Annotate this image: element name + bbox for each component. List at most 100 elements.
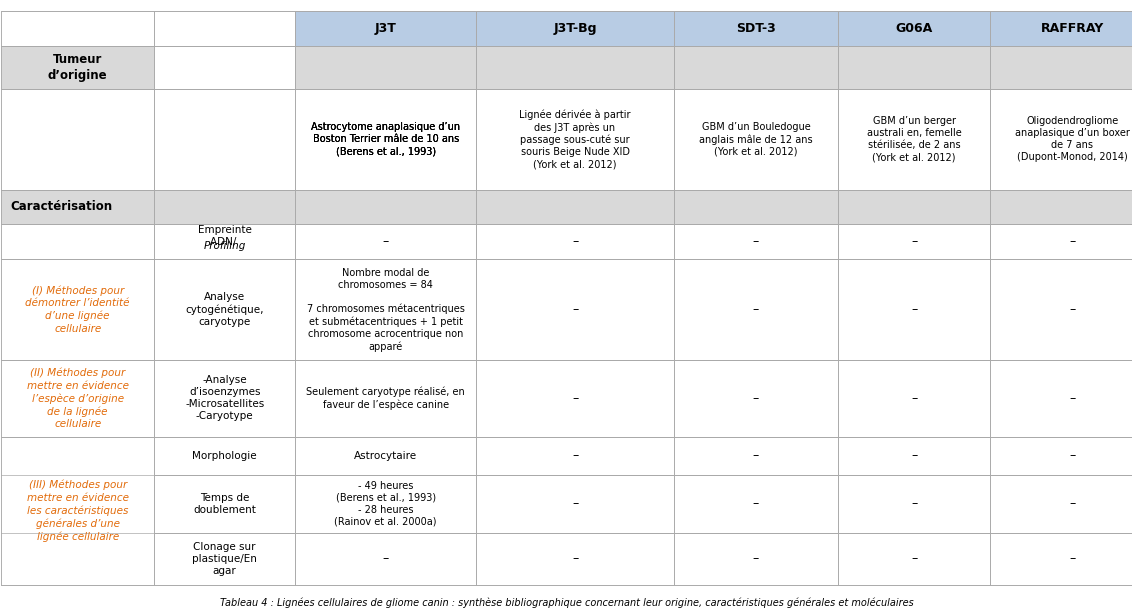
Bar bbox=[1, 360, 154, 437]
Text: –: – bbox=[753, 303, 758, 316]
Bar bbox=[154, 533, 295, 585]
Bar bbox=[476, 10, 674, 46]
Bar bbox=[674, 89, 837, 190]
Bar bbox=[674, 475, 837, 533]
Bar bbox=[295, 437, 476, 475]
Text: –: – bbox=[382, 552, 389, 565]
Bar bbox=[295, 89, 476, 190]
Bar bbox=[295, 224, 476, 259]
Text: –: – bbox=[911, 392, 917, 405]
Bar bbox=[476, 360, 674, 437]
Bar bbox=[674, 437, 837, 475]
Bar bbox=[295, 10, 476, 46]
Bar bbox=[295, 259, 476, 360]
Bar bbox=[476, 475, 674, 533]
Bar bbox=[674, 533, 837, 585]
Bar bbox=[674, 10, 837, 46]
Text: Astrocytaire: Astrocytaire bbox=[355, 451, 418, 461]
Bar bbox=[295, 224, 476, 259]
Bar bbox=[1, 259, 154, 360]
Bar bbox=[1, 190, 154, 224]
Bar bbox=[837, 190, 991, 224]
Bar bbox=[476, 10, 674, 46]
Bar bbox=[154, 89, 295, 190]
Bar bbox=[295, 46, 476, 89]
Bar bbox=[837, 533, 991, 585]
Bar bbox=[837, 437, 991, 475]
Bar bbox=[674, 190, 837, 224]
Bar bbox=[991, 259, 1144, 360]
Bar bbox=[1, 10, 154, 46]
Bar bbox=[837, 224, 991, 259]
Bar bbox=[991, 437, 1144, 475]
Text: –: – bbox=[572, 303, 578, 316]
Bar bbox=[674, 224, 837, 259]
Bar bbox=[1, 360, 154, 437]
Text: Seulement caryotype réalisé, en
faveur de l’espèce canine: Seulement caryotype réalisé, en faveur d… bbox=[307, 387, 466, 410]
Bar bbox=[991, 224, 1144, 259]
Text: –: – bbox=[1070, 552, 1075, 565]
Bar bbox=[1, 360, 154, 437]
Text: Tableau 4 : Lignées cellulaires de gliome canin : synthèse bibliographique conce: Tableau 4 : Lignées cellulaires de gliom… bbox=[220, 597, 913, 608]
Bar bbox=[1, 190, 154, 224]
Text: Nombre modal de
chromosomes = 84

7 chromosomes métacentriques
et submétacentriq: Nombre modal de chromosomes = 84 7 chrom… bbox=[307, 268, 464, 352]
Bar bbox=[991, 89, 1144, 190]
Bar bbox=[295, 475, 476, 533]
Text: –: – bbox=[572, 552, 578, 565]
Bar bbox=[991, 10, 1144, 46]
Text: –: – bbox=[1070, 303, 1075, 316]
Bar bbox=[295, 437, 476, 475]
Text: Empreinte
ADN/: Empreinte ADN/ bbox=[198, 226, 252, 247]
Text: GBM d’un berger
australi en, femelle
stérilisée, de 2 ans
(York et al. 2012): GBM d’un berger australi en, femelle sté… bbox=[867, 116, 961, 162]
Text: Morphologie: Morphologie bbox=[192, 451, 257, 461]
Bar bbox=[476, 475, 674, 533]
Bar bbox=[1, 46, 154, 89]
Text: –: – bbox=[911, 449, 917, 462]
Bar bbox=[154, 89, 295, 190]
Text: SDT-3: SDT-3 bbox=[736, 22, 776, 35]
Bar bbox=[295, 190, 476, 224]
Text: (I) Méthodes pour
démontrer l’identité
d’une lignée
cellulaire: (I) Méthodes pour démontrer l’identité d… bbox=[25, 285, 130, 334]
Bar bbox=[476, 46, 674, 89]
Bar bbox=[154, 224, 295, 259]
Text: –: – bbox=[911, 303, 917, 316]
Bar bbox=[476, 437, 674, 475]
Bar bbox=[295, 475, 476, 533]
Bar bbox=[991, 10, 1144, 46]
Text: RAFFRAY: RAFFRAY bbox=[1041, 22, 1104, 35]
Bar bbox=[674, 437, 837, 475]
Bar bbox=[837, 259, 991, 360]
Text: –: – bbox=[753, 449, 758, 462]
Bar bbox=[295, 89, 476, 190]
Bar bbox=[991, 360, 1144, 437]
Bar bbox=[674, 89, 837, 190]
Bar bbox=[837, 10, 991, 46]
Bar bbox=[991, 475, 1144, 533]
Bar bbox=[674, 46, 837, 89]
Bar bbox=[476, 224, 674, 259]
Bar bbox=[837, 46, 991, 89]
Bar bbox=[1, 89, 154, 190]
Bar bbox=[991, 437, 1144, 475]
Bar bbox=[991, 533, 1144, 585]
Bar bbox=[674, 224, 837, 259]
Bar bbox=[1, 46, 154, 89]
Bar bbox=[295, 437, 476, 475]
Text: (III) Méthodes pour
mettre en évidence
les caractéristiques
générales d’une
lign: (III) Méthodes pour mettre en évidence l… bbox=[26, 480, 128, 542]
Text: Analyse
cytogénétique,
caryotype: Analyse cytogénétique, caryotype bbox=[185, 292, 264, 327]
Bar bbox=[154, 46, 295, 89]
Bar bbox=[837, 437, 991, 475]
Bar bbox=[837, 190, 991, 224]
Bar bbox=[154, 533, 295, 585]
Bar bbox=[991, 224, 1144, 259]
Bar bbox=[476, 437, 674, 475]
Bar bbox=[295, 89, 476, 190]
Bar bbox=[837, 89, 991, 190]
Bar bbox=[1, 89, 154, 190]
Bar bbox=[295, 89, 476, 190]
Bar bbox=[674, 360, 837, 437]
Bar bbox=[837, 475, 991, 533]
Bar bbox=[1, 224, 154, 259]
Bar bbox=[154, 437, 295, 475]
Bar bbox=[991, 46, 1144, 89]
